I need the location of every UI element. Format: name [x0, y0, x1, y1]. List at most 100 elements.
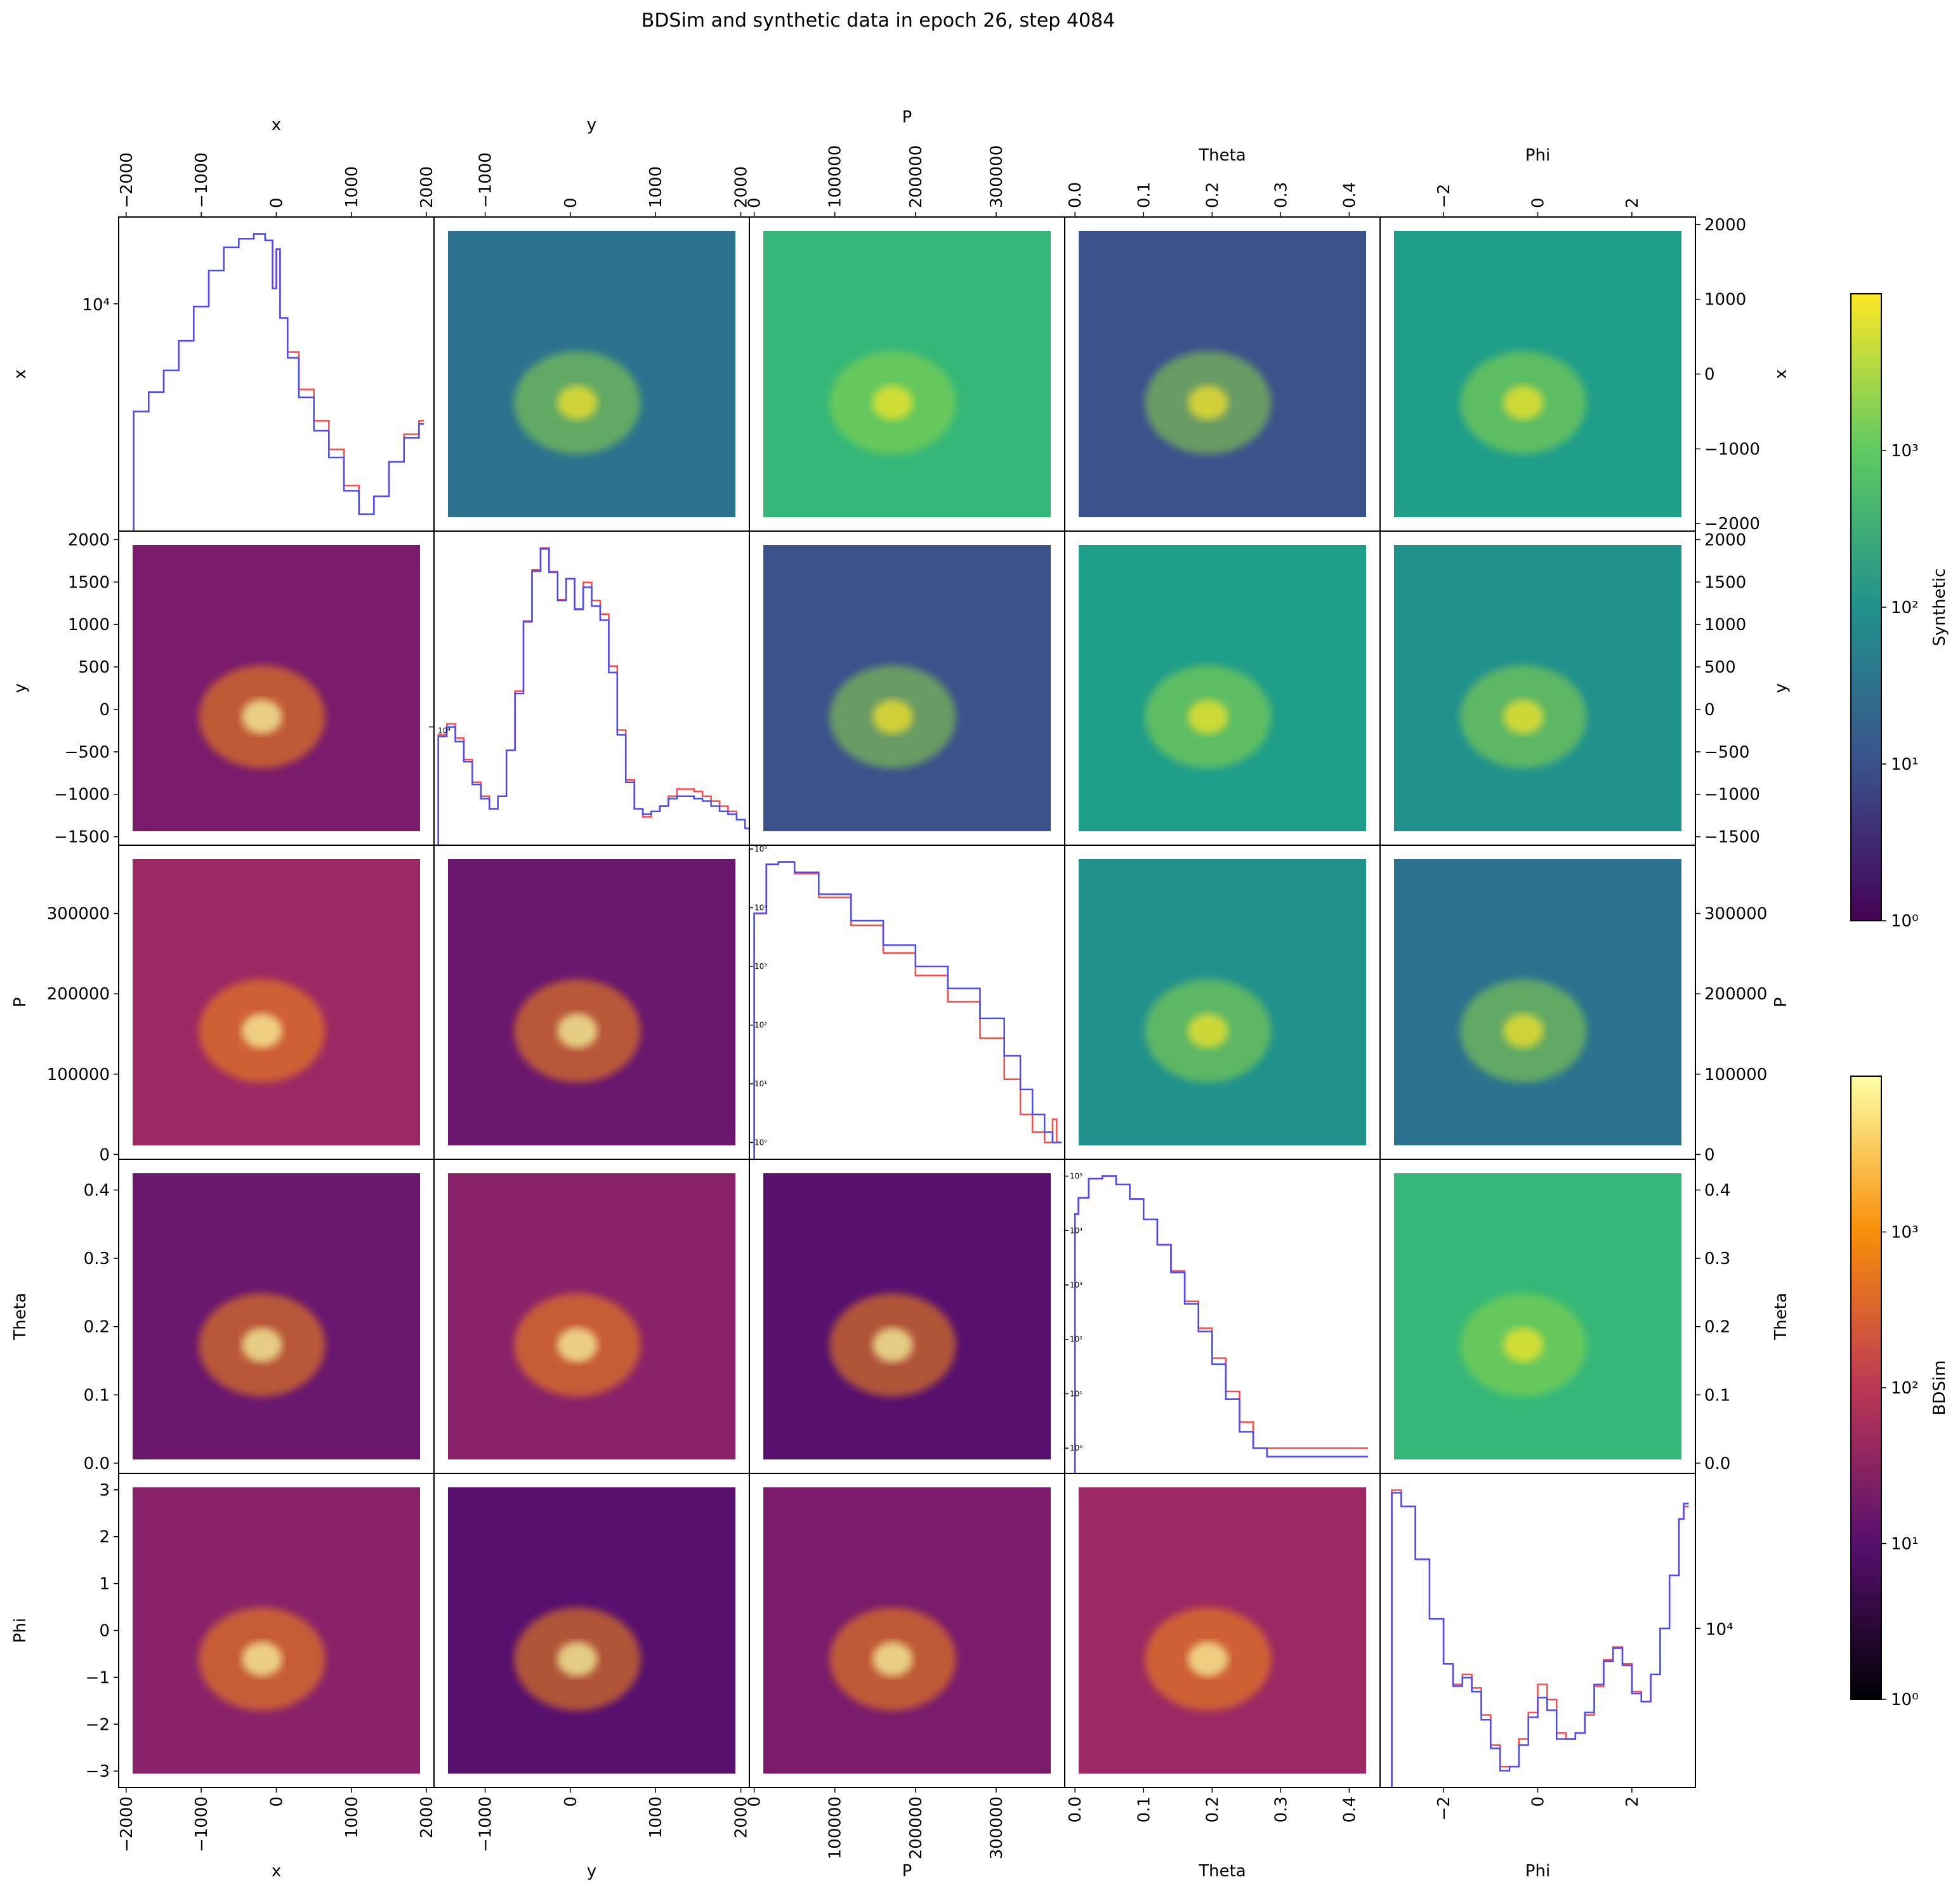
hist-log-tick-label: 10⁵: [1070, 1172, 1082, 1181]
left-tick-label: −3: [86, 1762, 110, 1781]
right-tick-label: −500: [1704, 743, 1749, 762]
density-peak: [872, 1327, 913, 1362]
panels: 10⁴10⁴10⁰10¹10²10³10⁴10⁵10⁰10¹10²10³10⁴1…: [82, 216, 1733, 1788]
right-tick-label: 200000: [1704, 985, 1767, 1004]
top-tick-label: 0: [268, 197, 287, 208]
bottom-axis-title-P: P: [902, 1862, 912, 1881]
density-peak: [557, 385, 598, 420]
top-axis-title-Theta: Theta: [1198, 146, 1246, 165]
top-axis-title-x: x: [272, 115, 281, 135]
left-tick-label: −1: [86, 1668, 110, 1687]
right-tick-label: 100000: [1704, 1065, 1767, 1084]
synthetic-step-line-P: [753, 861, 1062, 1159]
bottom-tick-label: −2: [1435, 1796, 1454, 1820]
top-tick-label: 100000: [826, 145, 845, 208]
panel-y-vs-x: [133, 545, 420, 831]
top-axis-title-Phi: Phi: [1525, 146, 1550, 165]
bdsim-step-line-Theta: [1074, 1175, 1368, 1473]
bottom-tick-label: −1000: [192, 1796, 211, 1852]
colorbar-tick-label: 10³: [1891, 1223, 1919, 1242]
left-tick-label: 0.3: [84, 1249, 110, 1268]
panel-Phi-vs-y: [448, 1487, 735, 1774]
left-tick-label: −500: [65, 743, 110, 762]
panel-x-vs-Phi: [1394, 231, 1681, 517]
left-tick-label: 2: [99, 1528, 110, 1547]
density-peak: [872, 1642, 913, 1676]
panel-P-vs-y: [448, 859, 735, 1145]
bottom-axis-title-y: y: [587, 1862, 596, 1881]
density-peak: [1503, 1327, 1544, 1362]
left-axis-title-P: P: [11, 997, 30, 1008]
hist-log-tick-label: 10⁴: [1706, 1620, 1733, 1639]
left-tick-label: 200000: [47, 985, 110, 1004]
bottom-tick-label: 0: [1529, 1796, 1548, 1807]
panel-Phi-vs-P: [763, 1487, 1051, 1774]
panel-frame: [749, 845, 1065, 1160]
panel-x-vs-y: [448, 231, 735, 517]
left-tick-label: 500: [78, 658, 110, 677]
right-tick-label: 0.4: [1704, 1181, 1730, 1200]
right-axis-title-Theta: Theta: [1772, 1293, 1791, 1340]
bottom-tick-label: 300000: [987, 1796, 1006, 1859]
histogram-x: 10⁴: [82, 233, 424, 531]
left-tick-label: 3: [99, 1481, 110, 1500]
top-tick-label: 1000: [647, 166, 666, 208]
left-tick-label: 0.0: [84, 1454, 110, 1473]
left-tick-label: −1500: [54, 828, 110, 847]
left-tick-label: 1: [99, 1575, 110, 1594]
right-axis-title-y: y: [1772, 683, 1791, 693]
panel-Theta-vs-P: [763, 1173, 1051, 1459]
axis-labels: −2000−2000−1000−1000001000100020002000−1…: [11, 108, 1791, 1881]
right-tick-label: 1000: [1704, 616, 1746, 635]
hist-log-tick-label: 10²: [1070, 1335, 1082, 1344]
hist-log-tick-label: 10²: [754, 1020, 767, 1029]
left-tick-label: 1500: [68, 573, 110, 592]
left-tick-label: 0: [99, 1145, 110, 1164]
panel-Theta-vs-y: [448, 1173, 735, 1459]
top-tick-label: 0.1: [1135, 182, 1154, 208]
panel-x-vs-P: [763, 231, 1051, 517]
panel-frame: [1064, 1159, 1381, 1474]
top-tick-label: 0: [562, 197, 581, 208]
density-peak: [242, 1642, 282, 1676]
top-tick-label: −1000: [477, 152, 496, 208]
figure-title: BDSim and synthetic data in epoch 26, st…: [641, 10, 1115, 32]
right-tick-label: 0.0: [1704, 1454, 1730, 1473]
bottom-tick-label: 200000: [907, 1796, 926, 1859]
bdsim-step-line-x: [133, 233, 424, 531]
bottom-tick-label: 0: [746, 1796, 765, 1807]
hist-log-tick-label: 10³: [1070, 1280, 1082, 1289]
colorbar-label: Synthetic: [1930, 569, 1949, 647]
left-tick-label: 0: [99, 1622, 110, 1641]
left-axis-title-y: y: [11, 683, 30, 693]
right-tick-label: 500: [1704, 658, 1736, 677]
right-tick-label: 1500: [1704, 573, 1746, 592]
top-axis-title-P: P: [902, 108, 912, 127]
colorbar-tick-label: 10¹: [1891, 1535, 1919, 1554]
right-tick-label: −1000: [1704, 786, 1760, 805]
bottom-tick-label: 0.0: [1066, 1796, 1085, 1822]
bottom-tick-label: −1000: [477, 1796, 496, 1852]
top-tick-label: 0.2: [1203, 182, 1222, 208]
bottom-axis-title-x: x: [272, 1862, 281, 1881]
bottom-tick-label: 0: [562, 1796, 581, 1807]
top-tick-label: −2000: [117, 152, 136, 208]
synthetic-step-line-y: [437, 548, 751, 845]
left-tick-label: −1000: [54, 786, 110, 805]
colorbars: 10⁰ 10¹ 10² 10³ Synthetic 10⁰ 10¹ 10² 10³ BDSim: [1850, 293, 1949, 1709]
bottom-tick-label: 0.1: [1135, 1796, 1154, 1822]
synthetic-step-line-Phi: [1391, 1492, 1689, 1787]
left-axis-title-Theta: Theta: [11, 1293, 30, 1340]
histogram-P: 10⁰ 10¹ 10² 10³ 10⁴ 10⁵: [749, 845, 1062, 1159]
panel-y-vs-Phi: [1394, 545, 1681, 831]
right-tick-label: 300000: [1704, 905, 1767, 924]
hist-log-tick-label: 10⁵: [754, 845, 767, 853]
colorbar-label: BDSim: [1930, 1360, 1949, 1416]
top-tick-label: 2000: [732, 166, 751, 208]
colorbar-BDSim: 10⁰ 10¹ 10² 10³ BDSim: [1850, 1076, 1949, 1709]
right-tick-label: −1500: [1704, 828, 1760, 847]
right-tick-label: 0: [1704, 365, 1715, 385]
synthetic-step-line-Theta: [1074, 1175, 1368, 1473]
right-axis-title-x: x: [1772, 369, 1791, 379]
panel-x-vs-Theta: [1079, 231, 1366, 517]
